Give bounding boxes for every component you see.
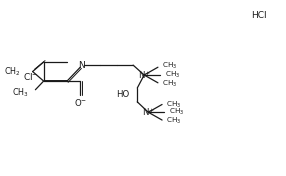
Text: N: N bbox=[78, 61, 85, 70]
Text: O$^{-}$: O$^{-}$ bbox=[74, 97, 87, 108]
Text: CH$_3$: CH$_3$ bbox=[162, 78, 177, 89]
Text: CH$_3$: CH$_3$ bbox=[162, 61, 177, 71]
Text: HO: HO bbox=[116, 90, 129, 99]
Text: CH$_3$: CH$_3$ bbox=[12, 86, 29, 99]
Text: CH$_3$: CH$_3$ bbox=[165, 70, 180, 80]
Text: CH$_2$: CH$_2$ bbox=[3, 65, 20, 78]
Text: Cl$^{-}$: Cl$^{-}$ bbox=[23, 71, 39, 82]
Text: N$^{+}$: N$^{+}$ bbox=[138, 69, 151, 81]
Text: CH$_3$: CH$_3$ bbox=[166, 99, 181, 109]
Text: CH$_3$: CH$_3$ bbox=[166, 116, 181, 126]
Text: HCl: HCl bbox=[252, 11, 267, 20]
Text: CH$_3$: CH$_3$ bbox=[169, 107, 184, 117]
Text: N$^{+}$: N$^{+}$ bbox=[142, 106, 155, 118]
